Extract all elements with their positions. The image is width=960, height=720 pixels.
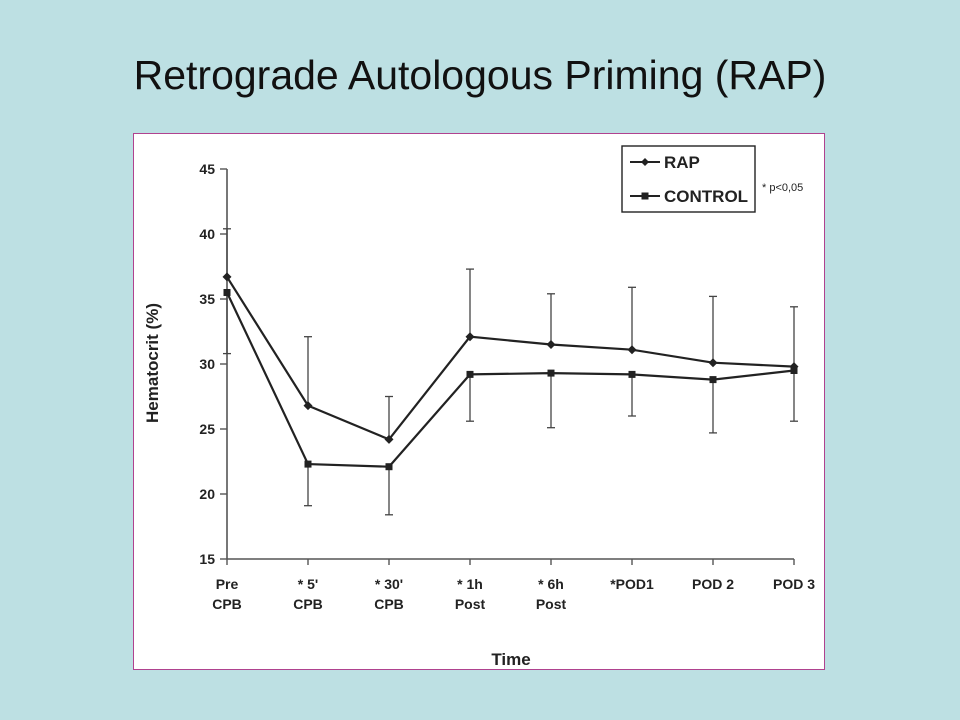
control-point <box>466 370 474 378</box>
control-point <box>385 463 393 471</box>
y-tick-label: 40 <box>199 226 215 242</box>
y-tick-label: 15 <box>199 551 215 567</box>
y-tick-label: 30 <box>199 356 215 372</box>
rap-point <box>384 434 394 444</box>
legend-control-marker <box>641 192 649 200</box>
chart-panel: 15 20 25 30 35 40 45 Pre CPB * 5' CPB * 30' CPB * 1h P… <box>133 133 825 670</box>
rap-series-line <box>226 276 795 441</box>
x-tick-label-line: CPB <box>374 596 404 612</box>
chart-legend: RAP CONTROL <box>621 145 756 213</box>
control-point <box>709 376 717 384</box>
rap-point <box>546 340 556 349</box>
x-tick-label-line: * 30' <box>375 576 403 592</box>
x-tick-label-line: Post <box>536 596 567 612</box>
y-axis-title: Hematocrit (%) <box>143 303 162 423</box>
control-point <box>628 370 636 378</box>
rap-point <box>708 358 718 368</box>
x-tick-label: POD 3 <box>773 576 815 592</box>
x-tick-label: * 30' CPB <box>374 576 404 612</box>
x-tick-label-line: POD 2 <box>692 576 734 592</box>
chart-axes: 15 20 25 30 35 40 45 Pre CPB * 5' CPB * 30' CPB * 1h P… <box>199 161 815 612</box>
control-point <box>790 367 798 374</box>
x-tick-label-line: * 6h <box>538 576 564 592</box>
x-tick-label-line: CPB <box>212 596 242 612</box>
y-tick-label: 25 <box>199 421 215 437</box>
rap-point <box>222 272 232 282</box>
x-axis-title: Time <box>491 650 530 669</box>
y-tick-label: 20 <box>199 486 215 502</box>
control-series-line <box>226 292 795 468</box>
legend-rap-marker <box>641 158 649 166</box>
rap-point <box>303 401 313 411</box>
legend-rap-label: RAP <box>664 153 700 172</box>
x-tick-label: *POD1 <box>610 576 654 592</box>
x-tick-label-line: Pre <box>216 576 239 592</box>
hematocrit-line-chart: 15 20 25 30 35 40 45 Pre CPB * 5' CPB * 30' CPB * 1h P… <box>143 145 815 669</box>
legend-control-label: CONTROL <box>664 187 748 206</box>
x-tick-label: * 6h Post <box>536 576 567 612</box>
x-tick-label: * 5' CPB <box>293 576 323 612</box>
control-point <box>547 369 555 377</box>
legend-box <box>621 145 756 213</box>
chart-series <box>222 228 799 516</box>
rap-point <box>465 332 475 342</box>
slide-title: Retrograde Autologous Priming (RAP) <box>133 52 827 98</box>
rap-point <box>627 345 637 355</box>
x-tick-label-line: POD 3 <box>773 576 815 592</box>
x-tick-label-line: * 1h <box>457 576 483 592</box>
significance-note: * p<0,05 <box>762 182 803 194</box>
x-tick-label-line: CPB <box>293 596 323 612</box>
control-point <box>304 460 312 468</box>
x-tick-label-line: * 5' <box>298 576 318 592</box>
x-tick-label-line: Post <box>455 596 486 612</box>
y-tick-label: 45 <box>199 161 215 177</box>
x-tick-label: * 1h Post <box>455 576 486 612</box>
x-tick-label-line: *POD1 <box>610 576 654 592</box>
x-tick-label: POD 2 <box>692 576 734 592</box>
control-point <box>223 289 231 296</box>
y-tick-label: 35 <box>199 291 215 307</box>
x-tick-label: Pre CPB <box>212 576 242 612</box>
